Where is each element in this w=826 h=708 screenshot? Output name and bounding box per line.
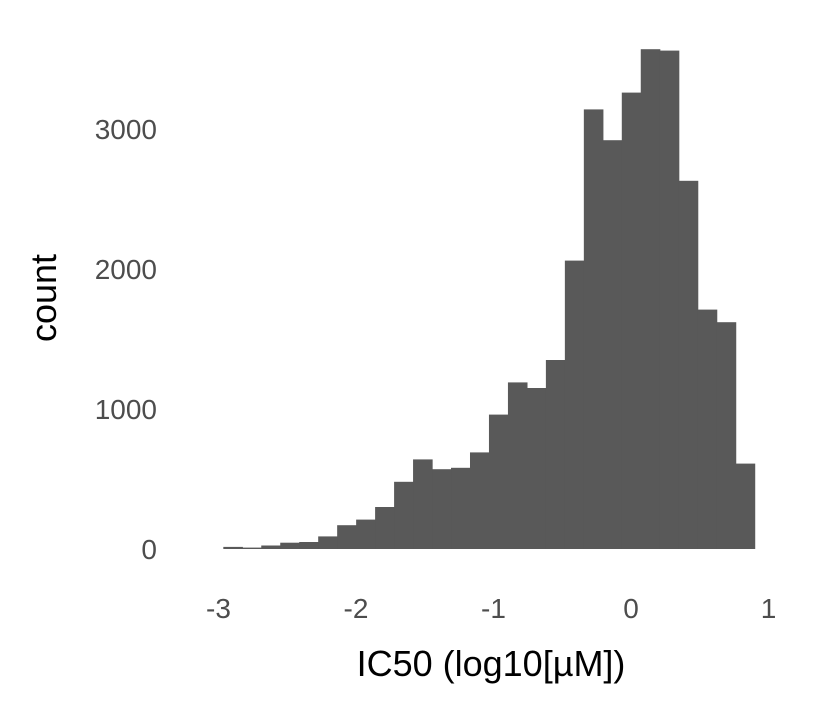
- x-tick-label: -2: [344, 593, 369, 624]
- histogram-bar: [507, 382, 528, 549]
- histogram-bar: [223, 546, 243, 549]
- histogram-bar: [564, 260, 585, 549]
- histogram-bar: [678, 180, 699, 550]
- y-tick-labels: 0 1000 2000 3000: [95, 114, 157, 565]
- histogram-bar: [621, 92, 642, 549]
- y-tick-label: 1000: [95, 394, 157, 425]
- histogram-bar: [583, 109, 604, 550]
- x-tick-label: -1: [481, 593, 506, 624]
- histogram-bar: [394, 481, 414, 549]
- histogram-bar: [356, 519, 376, 549]
- histogram-bar: [488, 414, 509, 549]
- histogram-bar: [469, 452, 490, 549]
- y-tick-label: 2000: [95, 254, 157, 285]
- histogram-bar: [545, 360, 566, 549]
- y-tick-label: 3000: [95, 114, 157, 145]
- histogram-bar: [735, 463, 756, 549]
- histogram-bar: [602, 140, 623, 549]
- histogram-bar: [280, 542, 300, 549]
- histogram-bar: [716, 322, 737, 549]
- histogram-bar: [451, 467, 471, 549]
- x-tick-labels: -3 -2 -1 0 1: [206, 593, 776, 624]
- histogram-bar: [640, 49, 661, 549]
- histogram-bar: [261, 545, 281, 549]
- histogram-bar: [659, 50, 680, 549]
- histogram-bar: [299, 542, 319, 549]
- x-axis-title: IC50 (log10[µM]): [357, 643, 626, 684]
- x-tick-label: 1: [761, 593, 777, 624]
- x-tick-label: -3: [206, 593, 231, 624]
- histogram-bar: [337, 525, 357, 549]
- histogram-bar: [432, 469, 452, 549]
- histogram-bar: [526, 388, 547, 549]
- histogram-bar: [697, 309, 718, 549]
- y-axis-title: count: [23, 254, 64, 342]
- histogram-bar: [242, 547, 262, 549]
- bars-group: [223, 49, 756, 550]
- histogram-bar: [375, 507, 395, 549]
- y-tick-label: 0: [141, 534, 157, 565]
- histogram-bar: [318, 536, 338, 549]
- x-tick-label: 0: [623, 593, 639, 624]
- histogram-bar: [413, 459, 433, 549]
